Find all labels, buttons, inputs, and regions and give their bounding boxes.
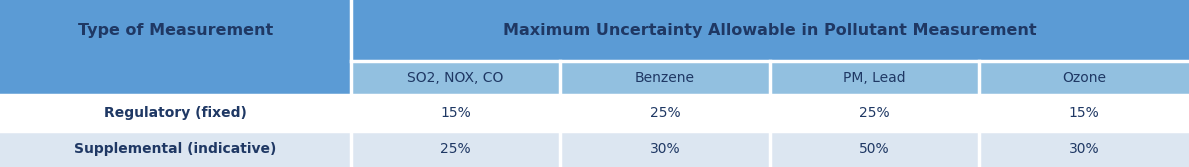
Bar <box>351 131 1189 167</box>
Text: Type of Measurement: Type of Measurement <box>77 23 273 38</box>
Text: 30%: 30% <box>649 142 680 156</box>
Text: 30%: 30% <box>1069 142 1100 156</box>
Text: 15%: 15% <box>1069 106 1100 120</box>
Text: 25%: 25% <box>440 142 471 156</box>
Bar <box>0 61 351 95</box>
Text: PM, Lead: PM, Lead <box>843 71 906 85</box>
Bar <box>0 131 351 167</box>
Bar <box>351 95 1189 131</box>
Text: SO2, NOX, CO: SO2, NOX, CO <box>408 71 504 85</box>
Bar <box>0 0 351 61</box>
Text: Supplemental (indicative): Supplemental (indicative) <box>74 142 277 156</box>
Text: Ozone: Ozone <box>1062 71 1106 85</box>
Text: 15%: 15% <box>440 106 471 120</box>
Text: 50%: 50% <box>860 142 891 156</box>
Bar <box>0 95 351 131</box>
Text: Regulatory (fixed): Regulatory (fixed) <box>103 106 247 120</box>
Text: 25%: 25% <box>649 106 680 120</box>
Text: Benzene: Benzene <box>635 71 696 85</box>
Bar <box>351 61 1189 95</box>
Bar <box>351 0 1189 61</box>
Text: Maximum Uncertainty Allowable in Pollutant Measurement: Maximum Uncertainty Allowable in Polluta… <box>503 23 1037 38</box>
Text: 25%: 25% <box>860 106 891 120</box>
